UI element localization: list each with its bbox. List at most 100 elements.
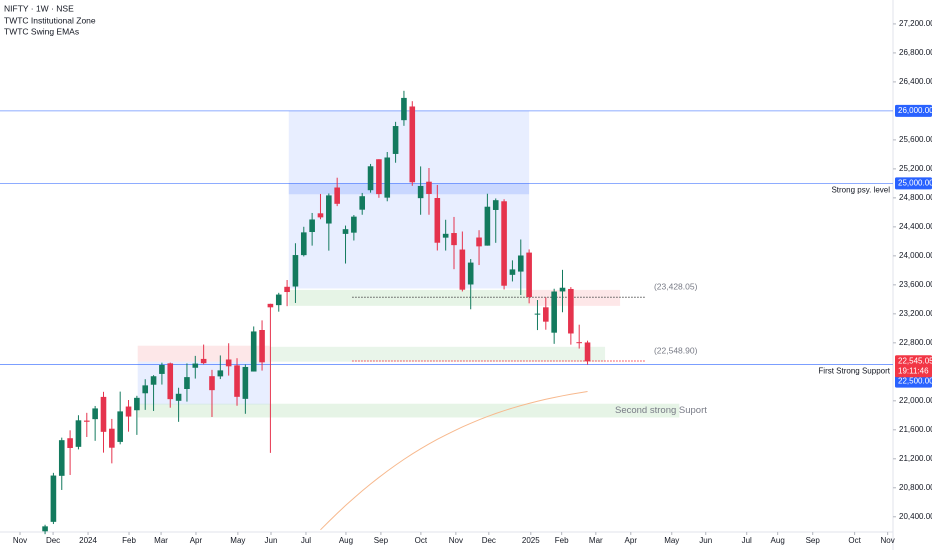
candle-body — [175, 393, 182, 401]
x-tick-label: Nov — [449, 536, 463, 545]
candle-body — [117, 411, 123, 442]
price-tag-label: 26,000.00 — [898, 106, 932, 115]
candle-body — [159, 365, 165, 374]
y-tick-label: 22,800.00 — [899, 338, 932, 347]
zone — [288, 289, 530, 306]
level-label: (22,548.90) — [654, 345, 698, 355]
last-price-tag — [895, 355, 932, 378]
candle-body — [267, 303, 274, 308]
y-tick-label: 20,400.00 — [899, 512, 932, 521]
candle-body — [459, 249, 466, 290]
candle-body — [584, 342, 591, 362]
y-tick-label: 20,800.00 — [899, 483, 932, 492]
x-tick-label: Jul — [742, 536, 752, 545]
annotation: Second strong Suport — [615, 405, 707, 416]
annotation: Strong psy. level — [831, 185, 890, 194]
zone — [137, 403, 680, 418]
candle-body — [342, 229, 349, 234]
candle-body — [442, 233, 449, 238]
price-tag-label: 22,500.00 — [898, 377, 932, 386]
candle-body — [58, 440, 65, 476]
candle-body — [167, 363, 174, 400]
x-tick-label: Dec — [46, 536, 60, 545]
indicator-label: TWTC Swing EMAs — [4, 26, 79, 36]
x-tick-label: May — [664, 536, 679, 545]
candle-body — [142, 385, 149, 394]
x-tick-label: Feb — [555, 536, 569, 545]
x-tick-label: Jul — [301, 536, 311, 545]
candle-body — [300, 232, 307, 256]
candle-body — [225, 359, 232, 367]
ema-line — [320, 391, 588, 531]
x-tick-label: 2025 — [522, 536, 540, 545]
candle-body — [559, 287, 566, 292]
y-tick-label: 24,400.00 — [899, 222, 932, 231]
x-tick-label: Mar — [589, 536, 603, 545]
candle-body — [351, 216, 357, 233]
zone — [288, 110, 530, 289]
zone — [288, 183, 530, 195]
x-tick-label: Jun — [699, 536, 712, 545]
candle-body — [317, 213, 324, 218]
x-tick-label: Jun — [265, 536, 278, 545]
y-tick-label: 23,600.00 — [899, 280, 932, 289]
x-tick-label: Sep — [806, 536, 821, 545]
candle-body — [476, 237, 482, 247]
candle-body — [284, 286, 290, 293]
price-tag — [895, 177, 932, 190]
candle-body — [134, 397, 140, 411]
candle-body — [551, 291, 557, 333]
x-tick-label: Oct — [415, 536, 428, 545]
candle-body — [109, 428, 115, 448]
candle-body — [426, 181, 432, 194]
candle-body — [292, 255, 299, 287]
y-tick-label: 26,800.00 — [899, 48, 932, 57]
candle-body — [576, 342, 582, 344]
candle-body — [83, 420, 90, 422]
candle-body — [125, 406, 132, 417]
candle-body — [150, 376, 157, 385]
y-tick-label: 27,200.00 — [899, 19, 932, 28]
candle-body — [509, 269, 516, 275]
y-tick-label: 25,200.00 — [899, 164, 932, 173]
price-tag — [895, 104, 932, 117]
candle-body — [259, 329, 265, 363]
candle-body — [526, 252, 532, 298]
candle-body — [484, 206, 491, 246]
candle-body — [568, 288, 574, 334]
candle-body — [242, 366, 249, 399]
candle-body — [184, 377, 190, 389]
candle-body — [401, 97, 407, 121]
candle-body — [192, 363, 199, 368]
zone — [529, 289, 621, 306]
y-tick-label: 26,400.00 — [899, 77, 932, 86]
candle-body — [434, 198, 441, 243]
candle-body — [409, 106, 416, 183]
candle-body — [376, 159, 382, 195]
zone — [269, 346, 606, 362]
candle-body — [417, 185, 424, 199]
candle-body — [534, 313, 541, 315]
countdown-label: 19:11:46 — [898, 366, 929, 375]
y-tick-label: 24,800.00 — [899, 193, 932, 202]
candle-body — [234, 365, 240, 397]
candle-body — [309, 219, 315, 233]
x-tick-label: Dec — [482, 536, 496, 545]
x-tick-label: Oct — [848, 536, 861, 545]
candle-body — [359, 196, 366, 210]
candle-body — [67, 438, 73, 448]
candle-body — [50, 475, 57, 522]
x-tick-label: Nov — [13, 536, 27, 545]
x-tick-label: May — [230, 536, 245, 545]
candle-body — [326, 195, 332, 224]
x-tick-label: 2024 — [79, 536, 97, 545]
price-tag-label: 25,000.00 — [898, 178, 932, 187]
candle-body — [200, 358, 207, 364]
candle-body — [517, 255, 524, 272]
y-tick-label: 21,200.00 — [899, 454, 932, 463]
candle-body — [217, 370, 224, 377]
x-tick-label: Sep — [374, 536, 389, 545]
annotation: First Strong Support — [818, 367, 890, 376]
candle-body — [543, 307, 549, 322]
y-tick-label: 22,000.00 — [899, 396, 932, 405]
